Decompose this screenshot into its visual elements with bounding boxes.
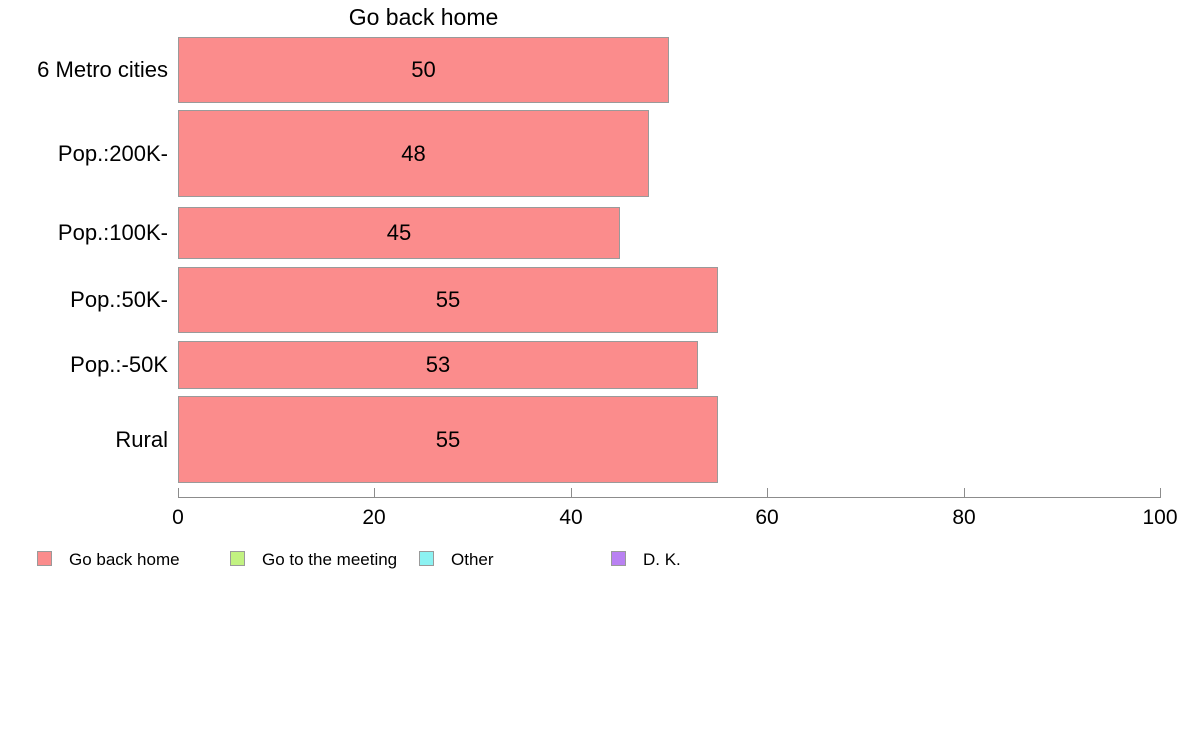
legend-label-0: Go back home xyxy=(69,550,180,569)
x-tick-mark-3 xyxy=(767,488,768,497)
x-tick-label-0: 0 xyxy=(172,506,184,529)
x-tick-label-4: 80 xyxy=(952,506,976,529)
category-label-5: Rural xyxy=(115,426,168,452)
bar-2: 45 xyxy=(178,207,620,259)
x-tick-label-1: 20 xyxy=(362,506,386,529)
bar-5: 55 xyxy=(178,396,718,483)
x-tick-label-2: 40 xyxy=(559,506,583,529)
x-tick-mark-1 xyxy=(374,488,375,497)
x-axis-line xyxy=(178,497,1161,498)
chart-title: Go back home xyxy=(348,4,499,30)
legend-label-3: D. K. xyxy=(643,550,681,569)
category-label-4: Pop.:-50K xyxy=(70,352,168,377)
x-tick-mark-4 xyxy=(964,488,965,497)
legend-swatch-0 xyxy=(37,551,52,566)
x-tick-label-3: 60 xyxy=(755,506,779,529)
x-tick-mark-2 xyxy=(571,488,572,497)
legend-swatch-2 xyxy=(419,551,434,566)
bar-3: 55 xyxy=(178,267,718,333)
category-label-1: Pop.:200K- xyxy=(57,140,168,166)
bar-value-label: 55 xyxy=(435,426,461,452)
legend-label-2: Other xyxy=(451,550,494,569)
bar-4: 53 xyxy=(178,341,698,389)
bar-1: 48 xyxy=(178,110,649,197)
bar-value-label: 55 xyxy=(435,287,461,312)
x-tick-mark-5 xyxy=(1160,488,1161,497)
bar-value-label: 50 xyxy=(411,57,436,82)
category-label-2: Pop.:100K- xyxy=(57,220,168,245)
x-tick-label-5: 100 xyxy=(1142,506,1178,529)
x-tick-mark-0 xyxy=(178,488,179,497)
bar-value-label: 48 xyxy=(401,140,426,166)
bar-value-label: 45 xyxy=(386,220,412,245)
category-label-0: 6 Metro cities xyxy=(37,57,168,82)
category-label-3: Pop.:50K- xyxy=(70,287,168,312)
bar-0: 50 xyxy=(178,37,669,103)
legend-swatch-1 xyxy=(230,551,245,566)
legend-swatch-3 xyxy=(611,551,626,566)
legend-label-1: Go to the meeting xyxy=(262,550,398,569)
bar-value-label: 53 xyxy=(425,352,451,377)
